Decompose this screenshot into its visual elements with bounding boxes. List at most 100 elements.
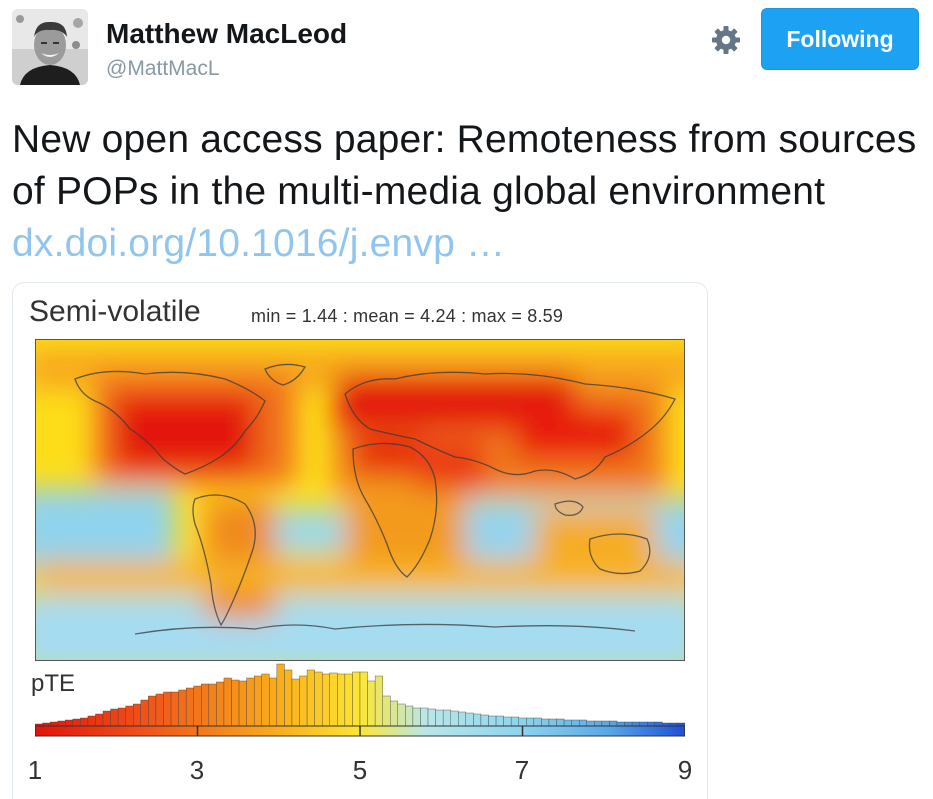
colorbar-tick: 3 [189, 755, 205, 785]
histogram-bar [367, 680, 376, 727]
histogram-bar [117, 707, 126, 727]
following-button[interactable]: Following [761, 8, 919, 70]
histogram-bar [322, 673, 330, 727]
histogram-bar [578, 719, 587, 727]
histogram-bar [193, 685, 202, 727]
histogram-bar [526, 717, 535, 727]
histogram-bar [253, 675, 262, 727]
histogram-bar [495, 715, 504, 727]
histogram-bar [163, 691, 172, 727]
histogram-bar [170, 691, 179, 727]
histogram-bar [284, 669, 293, 727]
histogram-bar [639, 721, 648, 727]
histogram-bar [647, 721, 655, 727]
figure-stats: min = 1.44 : mean = 4.24 : max = 8.59 [251, 306, 564, 326]
histogram-bar [148, 695, 157, 727]
histogram-bar [201, 683, 210, 727]
histogram-bar [291, 678, 300, 727]
histogram-bar [329, 672, 338, 727]
histogram-bar [231, 679, 240, 727]
histogram-bar [299, 675, 308, 727]
histogram-bar [594, 720, 603, 727]
histogram-bar [442, 709, 451, 727]
histogram-bar [185, 687, 194, 727]
tweet-link[interactable]: dx.doi.org/10.1016/j.envp … [12, 222, 506, 265]
histogram-bar [503, 716, 512, 727]
tweet-media-card[interactable]: Semi-volatile min = 1.44 : mean = 4.24 :… [12, 282, 708, 799]
histogram-bar [125, 705, 134, 727]
tweet-text: New open access paper: Remoteness from s… [12, 114, 922, 270]
histogram-bar [631, 721, 640, 727]
histogram-bar [374, 675, 383, 727]
histogram-bar [178, 689, 187, 727]
histogram-bar [586, 720, 595, 727]
histogram-bar [269, 677, 278, 727]
histogram-bar [510, 716, 519, 727]
histogram-bar [102, 710, 111, 727]
histogram-bar [654, 721, 663, 727]
histogram-bar [352, 671, 361, 727]
histogram-bar [556, 718, 565, 727]
histogram-bar [480, 714, 489, 727]
histogram-bar [359, 671, 368, 727]
histogram-bar [563, 719, 572, 727]
histogram-bar [533, 717, 542, 727]
histogram-bar [49, 721, 58, 727]
histogram-bar [616, 721, 625, 727]
histogram-bar [571, 719, 580, 727]
colorbar-tick: 1 [27, 755, 43, 785]
histogram-bar [246, 677, 255, 727]
histogram-bar [465, 712, 474, 727]
histogram-bar [390, 700, 398, 727]
tweet-body: New open access paper: Remoteness from s… [12, 118, 917, 213]
histogram-bar [95, 713, 104, 727]
histogram-bar [306, 669, 315, 727]
histogram-bar [238, 680, 247, 727]
histogram-bar [473, 713, 482, 727]
histogram-bar [420, 707, 429, 727]
histogram-bar [609, 720, 618, 727]
colorbar-tick: 7 [514, 755, 530, 785]
histogram-bar [133, 703, 142, 727]
histogram-bar [65, 719, 73, 727]
colorbar-tick: 5 [352, 755, 368, 785]
histogram-bar [541, 718, 550, 727]
user-name[interactable]: Matthew MacLeod [106, 18, 348, 49]
histogram-bar [57, 720, 66, 727]
histogram-bar [548, 718, 557, 727]
histogram-bar [601, 720, 610, 727]
histogram-bar [435, 709, 444, 727]
histogram-bar [518, 717, 527, 727]
figure-title: Semi-volatile [29, 295, 201, 328]
histogram-bar [458, 711, 467, 727]
histogram-bar [110, 708, 119, 727]
tweet-header: Matthew MacLeod @MattMacL Following [0, 0, 933, 100]
histogram-bar [72, 718, 81, 727]
world-map [35, 339, 685, 661]
histogram-bar [261, 673, 270, 727]
histogram-bar [276, 663, 285, 727]
histogram-bar [80, 717, 89, 727]
avatar-portrait-icon [12, 9, 88, 85]
histogram-bar [397, 703, 406, 727]
histogram-bar [216, 681, 225, 727]
histogram-bar [344, 673, 353, 727]
histogram-colorbar [34, 663, 686, 738]
histogram-bar [450, 710, 459, 727]
histogram-bar [87, 715, 96, 727]
user-handle[interactable]: @MattMacL [106, 57, 220, 80]
histogram-bar [412, 707, 421, 727]
histogram-bar [208, 683, 217, 727]
avatar[interactable] [12, 9, 88, 85]
histogram-bar [488, 715, 497, 727]
histogram-bar [314, 671, 323, 727]
histogram-bar [140, 699, 149, 727]
histogram-bar [405, 705, 414, 727]
gear-icon[interactable] [706, 20, 746, 60]
histogram-bar [382, 695, 391, 727]
histogram-bar [427, 708, 436, 727]
histogram-bar [155, 693, 164, 727]
colorbar-tick: 9 [677, 755, 693, 785]
histogram-bar [223, 677, 232, 727]
histogram-bar [337, 673, 346, 727]
